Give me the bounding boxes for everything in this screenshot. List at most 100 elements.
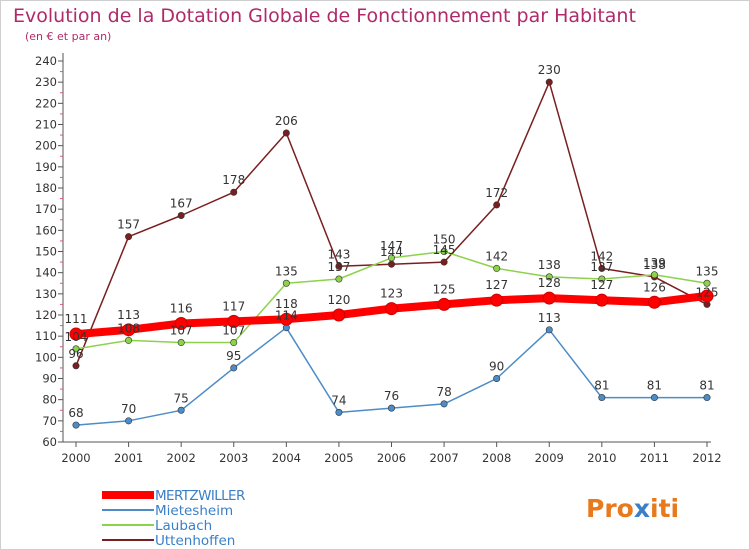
logo-letter: o [617, 494, 634, 523]
data-label-uttenhoffen: 138 [643, 258, 666, 272]
data-label-uttenhoffen: 142 [590, 249, 613, 263]
x-tick-label: 2009 [535, 451, 564, 465]
data-label-mietesheim: 113 [538, 311, 561, 325]
data-label-mietesheim: 95 [226, 349, 241, 363]
y-tick-label: 170 [35, 202, 57, 216]
logo-letter: P [586, 494, 604, 523]
data-point-uttenhoffen [335, 262, 343, 270]
y-tick-label: 230 [35, 75, 57, 89]
data-label-uttenhoffen: 230 [538, 63, 561, 77]
data-label-mertzwiller: 127 [485, 278, 508, 292]
data-point-uttenhoffen [545, 78, 553, 86]
data-point-mietesheim [545, 326, 553, 334]
data-label-mertzwiller: 125 [433, 282, 456, 296]
data-label-laubach: 135 [275, 264, 298, 278]
data-label-uttenhoffen: 143 [327, 247, 350, 261]
logo-letter: i [650, 494, 659, 523]
chart-title: Evolution de la Dotation Globale de Fonc… [13, 5, 636, 27]
y-tick-label: 240 [35, 54, 57, 68]
data-label-laubach: 137 [327, 260, 350, 274]
data-point-laubach [177, 339, 185, 347]
y-tick-label: 200 [35, 139, 57, 153]
x-tick-label: 2010 [587, 451, 616, 465]
data-label-laubach: 150 [433, 233, 456, 247]
data-label-mietesheim: 78 [436, 385, 451, 399]
data-point-mietesheim [703, 394, 711, 402]
data-label-mertzwiller: 127 [590, 278, 613, 292]
x-tick-label: 2005 [324, 451, 353, 465]
y-tick-label: 140 [35, 266, 57, 280]
logo-letter: r [604, 494, 617, 523]
data-point-mertzwiller [385, 302, 398, 316]
data-point-mietesheim [387, 404, 395, 412]
legend-label-mietesheim: Mietesheim [155, 503, 233, 519]
data-label-laubach: 139 [643, 256, 666, 270]
data-label-mertzwiller: 117 [222, 299, 245, 313]
data-label-laubach: 138 [538, 258, 561, 272]
data-point-laubach [387, 254, 395, 262]
data-point-uttenhoffen [177, 212, 185, 220]
y-tick-label: 220 [35, 96, 57, 110]
data-label-uttenhoffen: 167 [170, 197, 193, 211]
data-label-mertzwiller: 113 [117, 308, 140, 322]
data-label-mietesheim: 81 [647, 379, 662, 393]
data-point-mertzwiller [227, 314, 241, 328]
data-point-uttenhoffen [230, 188, 238, 196]
data-label-mietesheim: 70 [121, 402, 136, 416]
data-point-uttenhoffen [493, 201, 501, 209]
data-label-mietesheim: 75 [174, 391, 189, 405]
x-tick-label: 2011 [640, 451, 669, 465]
data-label-uttenhoffen: 96 [68, 347, 83, 361]
data-point-laubach [282, 279, 290, 287]
data-label-laubach: 108 [117, 321, 140, 335]
data-point-mietesheim [493, 374, 501, 382]
y-tick-label: 130 [35, 287, 57, 301]
data-label-mietesheim: 81 [699, 379, 714, 393]
y-tick-label: 60 [42, 435, 57, 449]
y-tick-label: 210 [35, 118, 57, 132]
x-tick-label: 2001 [114, 451, 143, 465]
data-label-mertzwiller: 116 [170, 301, 193, 315]
data-point-mietesheim [598, 394, 606, 402]
data-label-laubach: 104 [65, 330, 88, 344]
data-label-mietesheim: 81 [594, 379, 609, 393]
y-tick-label: 70 [42, 414, 57, 428]
data-label-laubach: 107 [222, 324, 245, 338]
y-tick-label: 190 [35, 160, 57, 174]
data-label-mietesheim: 68 [68, 406, 83, 420]
data-point-uttenhoffen [125, 233, 133, 241]
proxiti-logo: Proxiti [586, 494, 679, 523]
data-label-mertzwiller: 120 [327, 293, 350, 307]
legend-label-mertzwiller: MERTZWILLER [155, 488, 245, 504]
y-tick-label: 150 [35, 245, 57, 259]
data-point-laubach [230, 339, 238, 347]
legend-label-laubach: Laubach [155, 518, 212, 534]
data-point-mietesheim [440, 400, 448, 408]
logo-letter: i [671, 494, 680, 523]
y-tick-label: 160 [35, 223, 57, 237]
data-label-mietesheim: 114 [275, 309, 298, 323]
data-point-laubach [598, 275, 606, 283]
data-point-mertzwiller [69, 327, 83, 341]
y-tick-label: 110 [35, 329, 57, 343]
data-point-mertzwiller [542, 291, 556, 305]
data-label-laubach: 147 [380, 239, 403, 253]
data-point-mertzwiller [279, 312, 293, 326]
data-point-uttenhoffen [282, 129, 290, 137]
data-label-laubach: 137 [590, 260, 613, 274]
data-label-mertzwiller: 128 [538, 276, 561, 290]
data-point-uttenhoffen [440, 258, 448, 266]
data-label-mertzwiller: 111 [65, 312, 88, 326]
data-point-uttenhoffen [387, 260, 395, 268]
data-point-laubach [125, 336, 133, 344]
data-label-laubach: 107 [170, 324, 193, 338]
y-tick-label: 120 [35, 308, 57, 322]
data-label-mietesheim: 74 [331, 393, 346, 407]
data-point-uttenhoffen [598, 264, 606, 272]
data-point-mietesheim [335, 408, 343, 416]
data-label-uttenhoffen: 145 [433, 243, 456, 257]
data-point-mietesheim [72, 421, 80, 429]
data-label-mietesheim: 90 [489, 360, 504, 374]
